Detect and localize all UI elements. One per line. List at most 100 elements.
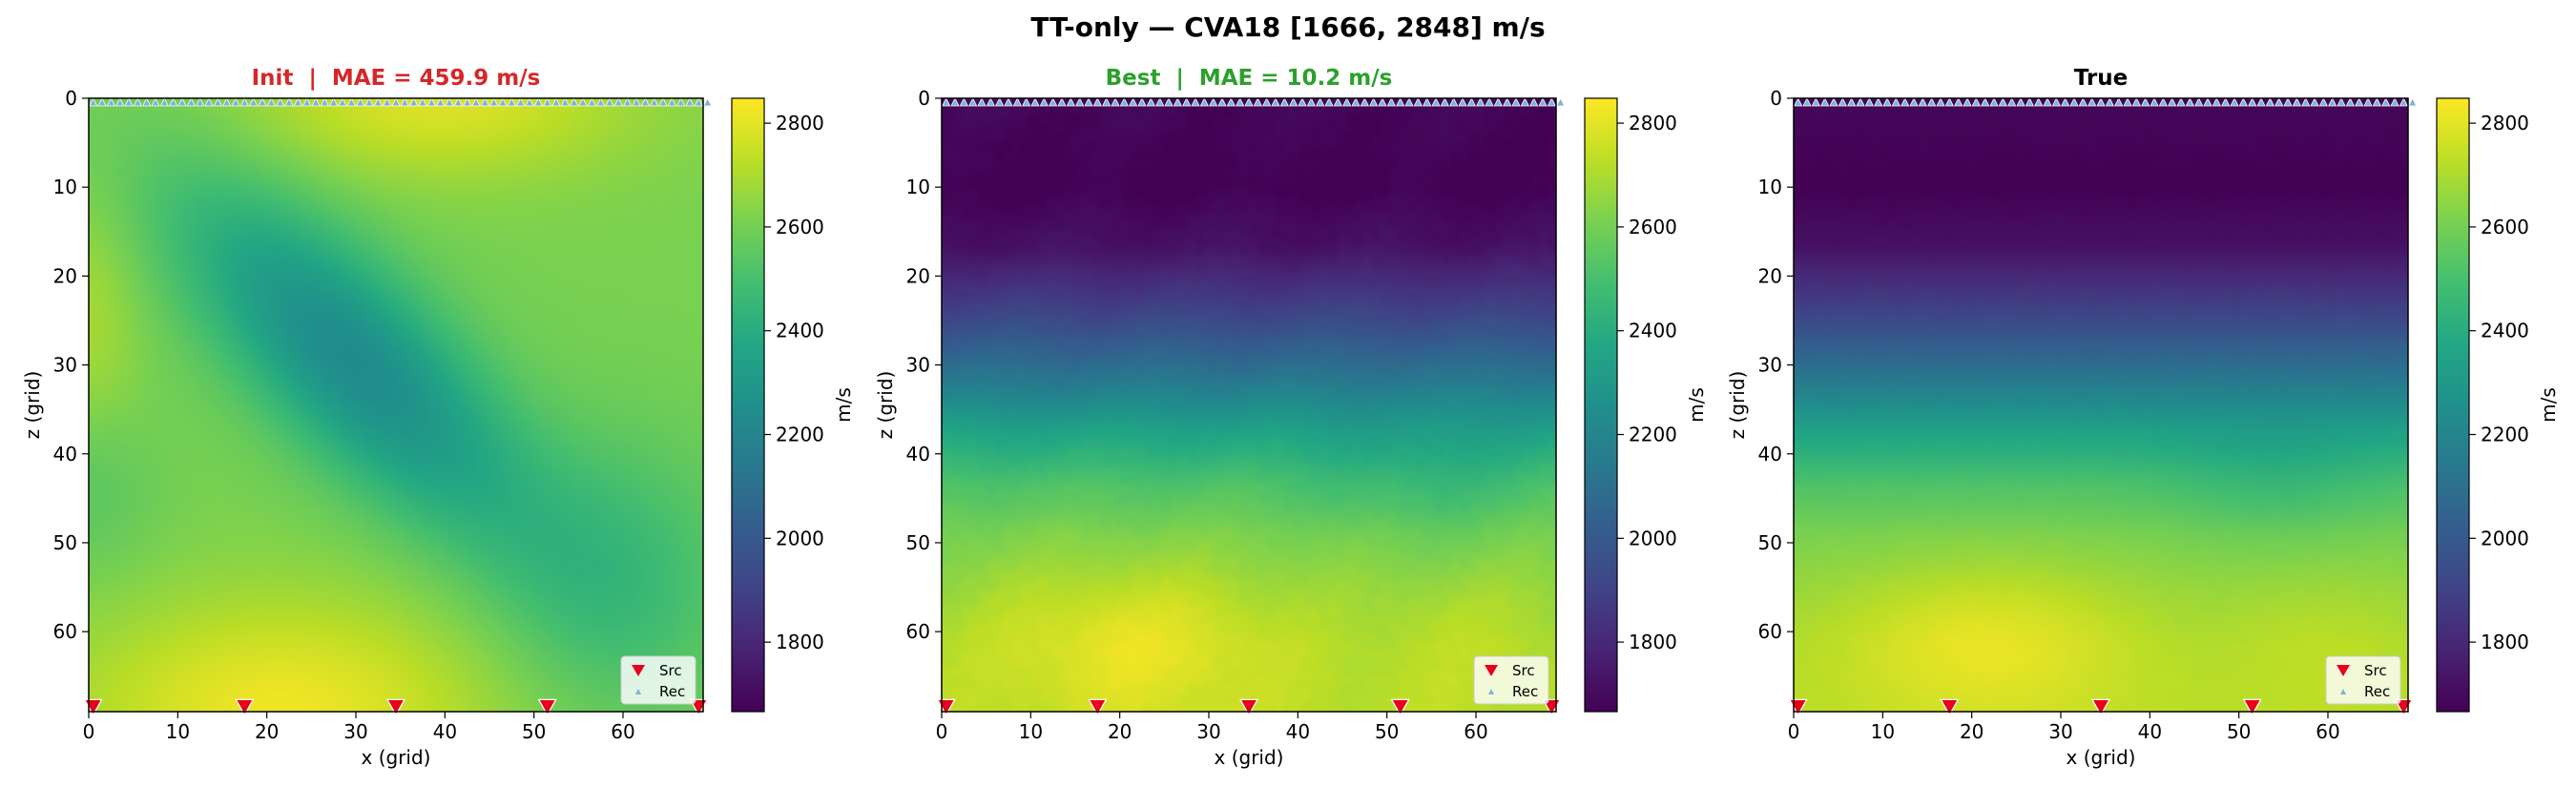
receiver-marker	[231, 97, 240, 107]
source-marker	[2090, 698, 2111, 716]
receiver-marker	[986, 97, 995, 107]
receiver-marker	[1856, 97, 1865, 107]
colorbar-label: m/s	[832, 387, 855, 423]
receiver-marker	[383, 97, 392, 107]
receiver-marker	[106, 97, 115, 107]
receiver-marker	[1057, 97, 1067, 107]
y-tick-label: 0	[1770, 87, 1782, 110]
receiver-marker	[1802, 97, 1812, 107]
receiver-marker	[1226, 97, 1236, 107]
receiver-marker	[364, 97, 374, 107]
receiver-marker	[1981, 97, 1990, 107]
y-tick-label: 20	[1758, 264, 1782, 287]
receiver-marker	[942, 97, 951, 107]
colorbar-tick-label: 1800	[2481, 631, 2529, 653]
receiver-marker	[1369, 97, 1379, 107]
receiver-marker	[2185, 97, 2194, 107]
receiver-marker	[2194, 97, 2204, 107]
receiver-marker	[2025, 97, 2034, 107]
y-tick-label: 0	[918, 87, 930, 110]
receiver-marker	[1253, 97, 1262, 107]
x-tick-label: 40	[433, 720, 457, 743]
panel-title: Best | MAE = 10.2 m/s	[1106, 66, 1393, 91]
receiver-marker	[2158, 97, 2168, 107]
colorbar-tick-label: 2600	[776, 216, 824, 238]
receiver-marker	[453, 97, 463, 107]
receiver-marker	[1520, 97, 1529, 107]
receiver-marker	[1944, 97, 1954, 107]
receiver-marker	[560, 97, 570, 107]
receiver-marker	[2381, 97, 2391, 107]
receiver-marker	[1199, 97, 1209, 107]
receiver-marker	[97, 97, 107, 107]
x-axis-label: x (grid)	[2067, 746, 2136, 769]
receiver-marker	[1066, 97, 1075, 107]
x-tick-label: 30	[343, 720, 367, 743]
receiver-markers	[89, 97, 713, 107]
receiver-marker	[667, 97, 676, 107]
receiver-marker	[2203, 97, 2212, 107]
y-tick-label: 30	[1758, 354, 1782, 377]
receiver-marker	[1971, 97, 1981, 107]
receiver-marker	[1049, 97, 1058, 107]
receiver-marker	[1538, 97, 1548, 107]
receiver-marker	[2212, 97, 2221, 107]
axes-frame	[941, 97, 1557, 713]
x-tick-label: 10	[1019, 720, 1043, 743]
receiver-marker	[1244, 97, 1254, 107]
receiver-marker	[2141, 97, 2150, 107]
x-tick-label: 20	[255, 720, 279, 743]
receiver-marker	[2275, 97, 2284, 107]
x-tick-label: 60	[1464, 720, 1487, 743]
legend: Src Rec	[620, 655, 696, 705]
receiver-marker	[1030, 97, 1040, 107]
colorbar-gradient	[1584, 97, 1618, 713]
source-marker	[1390, 698, 1410, 716]
y-tick-label: 10	[53, 176, 77, 198]
x-tick-label: 10	[1871, 720, 1895, 743]
receiver-marker	[445, 97, 454, 107]
receiver-marker	[2034, 97, 2044, 107]
panels: 0 10 20 30 40 50 60 0 10 20 30 40 50 60 x (grid) z (gri…	[21, 66, 2560, 769]
y-tick-label: 20	[53, 264, 77, 287]
receiver-marker	[2088, 97, 2097, 107]
source-marker	[385, 698, 406, 716]
receiver-marker	[533, 97, 543, 107]
source-marker	[235, 698, 255, 716]
receiver-marker	[2123, 97, 2132, 107]
receiver-marker	[1289, 97, 1298, 107]
receiver-marker	[2408, 97, 2418, 107]
receiver-marker	[1529, 97, 1539, 107]
receiver-marker	[124, 97, 134, 107]
receiver-marker	[2238, 97, 2248, 107]
receiver-marker	[2150, 97, 2159, 107]
y-tick-label: 50	[1758, 531, 1782, 554]
y-tick-label: 40	[1758, 443, 1782, 466]
receiver-marker	[703, 97, 713, 107]
receiver-marker	[1022, 97, 1031, 107]
receiver-marker	[968, 97, 978, 107]
receiver-marker	[2363, 97, 2373, 107]
colorbar-tick-label: 2800	[776, 112, 824, 135]
colorbar-tick-label: 2200	[2481, 424, 2529, 446]
receiver-marker	[2131, 97, 2141, 107]
source-marker	[537, 698, 557, 716]
y-tick-label: 60	[906, 620, 930, 643]
y-tick-label: 30	[53, 354, 77, 377]
receiver-marker	[2061, 97, 2070, 107]
receiver-marker	[2221, 97, 2231, 107]
receiver-marker	[1404, 97, 1414, 107]
figure-suptitle: TT-only — CVA18 [1666, 2848] m/s	[1030, 11, 1545, 43]
receiver-marker	[1271, 97, 1280, 107]
receiver-marker	[1102, 97, 1111, 107]
receiver-marker	[650, 97, 659, 107]
x-tick-label: 10	[166, 720, 190, 743]
receiver-marker	[676, 97, 686, 107]
receiver-marker	[1503, 97, 1512, 107]
receiver-marker	[426, 97, 436, 107]
receiver-marker	[1829, 97, 1839, 107]
receiver-marker	[1119, 97, 1129, 107]
panel-2: 0 10 20 30 40 50 60 0 10 20 30 40 50 60 x (grid) z (gri…	[874, 66, 1708, 769]
receiver-marker	[1556, 97, 1566, 107]
source-marker	[1238, 698, 1259, 716]
